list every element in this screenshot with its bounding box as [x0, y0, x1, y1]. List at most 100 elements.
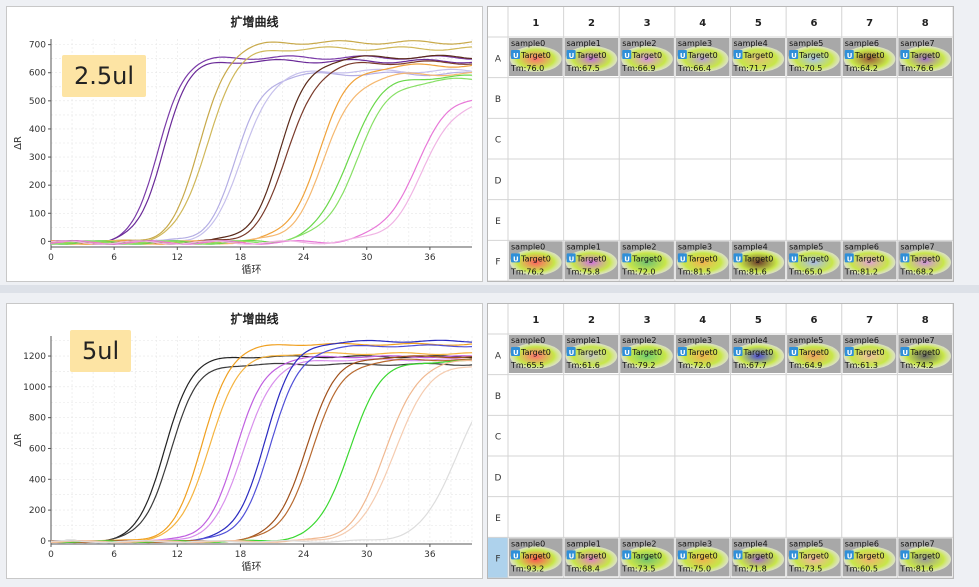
column-header-4[interactable]: 4 — [699, 315, 706, 326]
well-F4[interactable]: sample3 U Target0 Tm:81.5 — [675, 241, 730, 280]
column-header-1[interactable]: 1 — [532, 315, 539, 326]
row-header-A[interactable]: A — [495, 54, 502, 64]
column-header-3[interactable]: 3 — [644, 18, 651, 29]
row-header-B[interactable]: B — [495, 392, 501, 402]
tm-value: Tm:75.0 — [677, 564, 711, 573]
well-F5[interactable]: sample4 U Target0 Tm:71.8 — [731, 538, 786, 577]
tm-value: Tm:76.0 — [510, 64, 544, 73]
target-badge-icon — [566, 253, 576, 263]
column-header-1[interactable]: 1 — [532, 18, 539, 29]
well-A6[interactable]: sample5 U Target0 Tm:64.9 — [787, 335, 841, 373]
target-badge-icon — [677, 550, 687, 560]
target-badge-icon — [900, 50, 910, 59]
well-F8[interactable]: sample7 U Target0 Tm:81.6 — [898, 538, 952, 577]
plate-grid-lines — [488, 7, 953, 281]
well-F6[interactable]: sample5 U Target0 Tm:73.5 — [787, 538, 841, 577]
well-A3[interactable]: sample2 U Target0 Tm:79.2 — [620, 335, 674, 373]
tm-value: Tm:64.9 — [788, 361, 822, 370]
target-name: Target0 — [520, 254, 551, 263]
well-A7[interactable]: sample6 U Target0 Tm:64.2 — [842, 38, 897, 76]
row-header-B[interactable]: B — [495, 95, 501, 105]
row-header-F[interactable]: F — [495, 555, 500, 565]
well-F2[interactable]: sample1 U Target0 Tm:68.4 — [564, 538, 619, 577]
well-color-blob — [899, 46, 951, 72]
row-header-E[interactable]: E — [495, 514, 501, 524]
sample-name: sample4 — [734, 336, 768, 345]
well-A5[interactable]: sample4 U Target0 Tm:67.7 — [731, 335, 786, 373]
column-header-6[interactable]: 6 — [810, 315, 817, 326]
well-A1[interactable]: sample0 U Target0 Tm:76.0 — [509, 38, 563, 76]
column-header-7[interactable]: 7 — [866, 18, 873, 29]
well-A3[interactable]: sample2 U Target0 Tm:66.9 — [620, 38, 674, 76]
column-header-8[interactable]: 8 — [922, 315, 929, 326]
target-name: Target0 — [631, 348, 662, 357]
target-badge-icon — [844, 550, 854, 560]
well-A2[interactable]: sample1 U Target0 Tm:67.5 — [564, 38, 619, 76]
target-badge-icon — [844, 347, 854, 356]
target-name: Target0 — [909, 51, 940, 60]
tm-value: Tm:73.5 — [621, 564, 655, 573]
well-F1[interactable]: sample0 U Target0 Tm:76.2 — [509, 241, 563, 280]
sample-name: sample3 — [678, 336, 712, 345]
sample-name: sample6 — [845, 336, 879, 345]
well-A5[interactable]: sample4 U Target0 Tm:71.7 — [731, 38, 786, 76]
tm-value: Tm:71.7 — [733, 64, 767, 73]
column-header-7[interactable]: 7 — [866, 315, 873, 326]
well-F7[interactable]: sample6 U Target0 Tm:60.5 — [842, 538, 897, 577]
row-header-E[interactable]: E — [495, 217, 501, 227]
sample-name: sample4 — [734, 539, 768, 548]
amplification-chart-panel-1: 扩增曲线 0 100 200 300 400 500 600 700 0 6 12 18 24 30 36 循环… — [6, 6, 483, 282]
volume-label-2: 5ul — [70, 330, 132, 372]
row-header-D[interactable]: D — [495, 176, 502, 186]
sample-name: sample6 — [845, 539, 879, 548]
column-header-4[interactable]: 4 — [699, 18, 706, 29]
well-A4[interactable]: sample3 U Target0 Tm:66.4 — [675, 38, 730, 76]
well-F3[interactable]: sample2 U Target0 Tm:73.5 — [620, 538, 674, 577]
row-header-C[interactable]: C — [495, 136, 501, 146]
sample-name: sample4 — [734, 39, 768, 48]
svg-text:U: U — [569, 349, 575, 357]
sample-name: sample7 — [900, 539, 934, 548]
column-header-2[interactable]: 2 — [588, 18, 595, 29]
well-F6[interactable]: sample5 U Target0 Tm:65.0 — [787, 241, 841, 280]
well-F2[interactable]: sample1 U Target0 Tm:75.8 — [564, 241, 619, 280]
well-color-blob — [621, 46, 673, 72]
target-name: Target0 — [798, 348, 829, 357]
well-F5[interactable]: sample4 U Target0 Tm:81.6 — [731, 241, 786, 280]
row-header-C[interactable]: C — [495, 433, 501, 443]
well-color-blob — [510, 546, 562, 573]
column-header-6[interactable]: 6 — [810, 18, 817, 29]
well-A1[interactable]: sample0 U Target0 Tm:65.5 — [509, 335, 563, 373]
well-F1[interactable]: sample0 U Target0 Tm:93.2 — [509, 538, 563, 577]
well-A8[interactable]: sample7 U Target0 Tm:74.2 — [898, 335, 952, 373]
sample-name: sample1 — [567, 336, 601, 345]
column-header-8[interactable]: 8 — [922, 18, 929, 29]
column-header-2[interactable]: 2 — [588, 315, 595, 326]
well-color-blob — [510, 249, 562, 276]
column-header-5[interactable]: 5 — [755, 315, 762, 326]
tm-value: Tm:81.5 — [677, 267, 711, 276]
row-header-F[interactable]: F — [495, 258, 500, 268]
chart-grid — [50, 39, 473, 247]
y-tick-label: 0 — [40, 537, 46, 547]
well-F3[interactable]: sample2 U Target0 Tm:72.0 — [620, 241, 674, 280]
well-A8[interactable]: sample7 U Target0 Tm:76.6 — [898, 38, 952, 76]
well-A2[interactable]: sample1 U Target0 Tm:61.6 — [564, 335, 619, 373]
x-tick-label: 24 — [298, 550, 310, 560]
well-A4[interactable]: sample3 U Target0 Tm:72.0 — [675, 335, 730, 373]
row-header-D[interactable]: D — [495, 473, 502, 483]
target-badge-icon — [622, 347, 632, 356]
column-header-5[interactable]: 5 — [755, 18, 762, 29]
sample-name: sample5 — [789, 242, 823, 251]
well-A7[interactable]: sample6 U Target0 Tm:61.3 — [842, 335, 897, 373]
row-header-A[interactable]: A — [495, 351, 502, 361]
column-header-3[interactable]: 3 — [644, 315, 651, 326]
tm-value: Tm:61.6 — [566, 361, 600, 370]
sample-name: sample3 — [678, 539, 712, 548]
well-F7[interactable]: sample6 U Target0 Tm:81.2 — [842, 241, 897, 280]
well-A6[interactable]: sample5 U Target0 Tm:70.5 — [787, 38, 841, 76]
y-tick-label: 300 — [29, 153, 46, 163]
well-F4[interactable]: sample3 U Target0 Tm:75.0 — [675, 538, 730, 577]
well-F8[interactable]: sample7 U Target0 Tm:68.2 — [898, 241, 952, 280]
